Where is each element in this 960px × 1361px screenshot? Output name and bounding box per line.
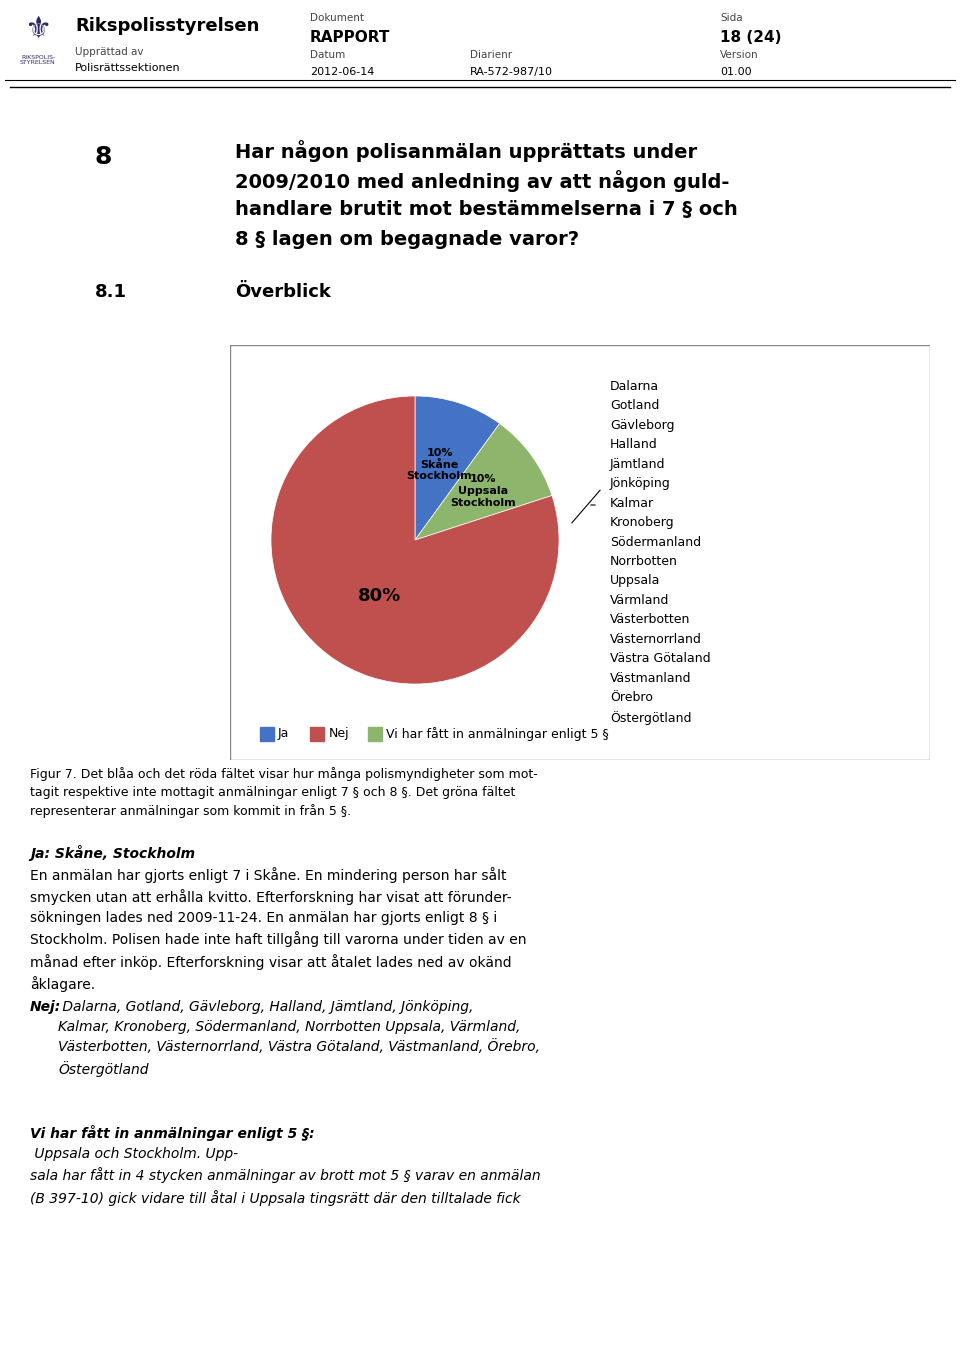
Text: Datum: Datum (310, 50, 346, 60)
Text: 80%: 80% (358, 587, 401, 606)
Text: Ja: Skåne, Stockholm: Ja: Skåne, Stockholm (30, 845, 195, 862)
Wedge shape (271, 396, 559, 685)
Text: Västernorrland: Västernorrland (610, 633, 702, 645)
Text: Upprättad av: Upprättad av (75, 48, 143, 57)
Text: Kalmar: Kalmar (610, 497, 654, 509)
Text: Värmland: Värmland (610, 593, 669, 607)
Text: Västra Götaland: Västra Götaland (610, 652, 710, 666)
Text: 8.1: 8.1 (95, 283, 127, 301)
Text: 8: 8 (95, 146, 112, 169)
Text: ⚜: ⚜ (24, 15, 52, 44)
Wedge shape (415, 423, 552, 540)
Bar (260, 727, 274, 740)
Text: Örebro: Örebro (610, 691, 653, 704)
Bar (5, 5, 65, 80)
Text: En anmälan har gjorts enligt 7 i Skåne. En mindering person har sålt
smycken uta: En anmälan har gjorts enligt 7 i Skåne. … (30, 867, 526, 992)
Text: Rikspolisstyrelsen: Rikspolisstyrelsen (75, 16, 259, 35)
Text: Dokument: Dokument (310, 14, 364, 23)
Text: Uppsala: Uppsala (610, 574, 660, 588)
Text: RIKSPOLIS-
STYRELSEN: RIKSPOLIS- STYRELSEN (20, 54, 56, 65)
Text: Dalarna: Dalarna (610, 380, 660, 393)
Text: Har någon polisanmälan upprättats under: Har någon polisanmälan upprättats under (235, 140, 697, 162)
Bar (368, 727, 382, 740)
Text: 18 (24): 18 (24) (720, 30, 781, 45)
Text: 2012-06-14: 2012-06-14 (310, 67, 374, 78)
Text: 8 § lagen om begagnade varor?: 8 § lagen om begagnade varor? (235, 230, 579, 249)
Text: Halland: Halland (610, 438, 658, 452)
Text: Figur 7. Det blåa och det röda fältet visar hur många polismyndigheter som mot-
: Figur 7. Det blåa och det röda fältet vi… (30, 768, 538, 818)
Text: Västerbotten: Västerbotten (610, 614, 690, 626)
Text: Södermanland: Södermanland (610, 536, 701, 548)
Text: 10%
Skåne
Stockholm: 10% Skåne Stockholm (407, 448, 472, 482)
Text: Vi har fått in anmälningar enligt 5 §: Vi har fått in anmälningar enligt 5 § (386, 727, 609, 740)
Wedge shape (415, 396, 499, 540)
Text: Gävleborg: Gävleborg (610, 419, 675, 431)
Text: Nej: Nej (328, 728, 349, 740)
Text: RA-572-987/10: RA-572-987/10 (470, 67, 553, 78)
Text: Nej:: Nej: (30, 1000, 61, 1014)
Text: Östergötland: Östergötland (610, 710, 691, 724)
Text: Jämtland: Jämtland (610, 457, 665, 471)
Bar (310, 727, 324, 740)
Text: Dalarna, Gotland, Gävleborg, Halland, Jämtland, Jönköping,
Kalmar, Kronoberg, Sö: Dalarna, Gotland, Gävleborg, Halland, Jä… (58, 1000, 540, 1077)
Text: 10%
Uppsala
Stockholm: 10% Uppsala Stockholm (449, 474, 516, 508)
Text: handlare brutit mot bestämmelserna i 7 § och: handlare brutit mot bestämmelserna i 7 §… (235, 200, 737, 219)
Text: RAPPORT: RAPPORT (310, 30, 391, 45)
Text: 2009/2010 med anledning av att någon guld-: 2009/2010 med anledning av att någon gul… (235, 170, 730, 192)
Text: Överblick: Överblick (235, 283, 331, 301)
Text: 01.00: 01.00 (720, 67, 752, 78)
Text: Sida: Sida (720, 14, 743, 23)
Text: Version: Version (720, 50, 758, 60)
Text: Diarienr: Diarienr (470, 50, 512, 60)
Text: Norrbotten: Norrbotten (610, 555, 678, 568)
Text: Västmanland: Västmanland (610, 672, 691, 685)
Text: Kronoberg: Kronoberg (610, 516, 675, 529)
Text: Uppsala och Stockholm. Upp-
sala har fått in 4 stycken anmälningar av brott mot : Uppsala och Stockholm. Upp- sala har fåt… (30, 1147, 540, 1206)
Text: Polisrättssektionen: Polisrättssektionen (75, 63, 180, 73)
Text: Gotland: Gotland (610, 399, 660, 412)
Text: Jönköping: Jönköping (610, 478, 671, 490)
Text: Ja: Ja (278, 728, 289, 740)
Text: Vi har fått in anmälningar enligt 5 §:: Vi har fått in anmälningar enligt 5 §: (30, 1126, 315, 1141)
